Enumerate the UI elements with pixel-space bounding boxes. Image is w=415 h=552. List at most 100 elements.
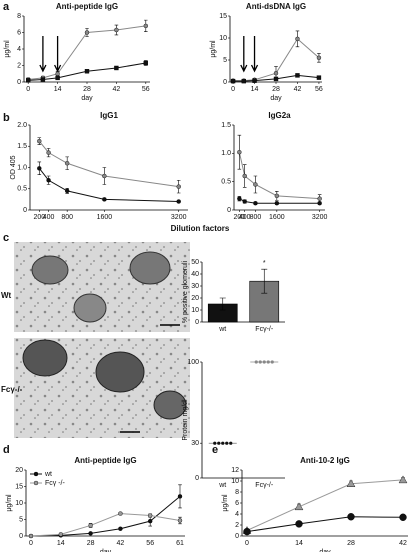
marker: [114, 65, 119, 71]
marker: [317, 196, 322, 201]
glomerulus: [153, 390, 187, 420]
marker: [102, 197, 107, 202]
legend-label: wt: [44, 471, 52, 478]
y-tick-label: 12: [231, 467, 239, 474]
y-tick-label: 2.0: [17, 122, 27, 129]
x-tick-label: 14: [57, 540, 65, 547]
panel-label: e: [212, 444, 218, 456]
x-tick-label: 14: [295, 540, 303, 547]
marker: [274, 193, 280, 199]
x-tick-label: 56: [142, 86, 150, 93]
x-tick-label: 400: [43, 214, 55, 221]
image-label: Wt: [1, 291, 12, 300]
marker: [398, 475, 408, 484]
marker: [26, 78, 31, 83]
y-tick-label: 8: [17, 13, 21, 20]
y-tick-label: 30: [191, 440, 199, 447]
marker: [176, 184, 181, 189]
dot: [229, 441, 233, 445]
y-tick-label: 6: [17, 29, 21, 36]
x-tick-label: 1600: [97, 214, 113, 221]
y-axis-label: μg/ml: [6, 494, 13, 512]
x-tick-label: 200: [234, 214, 246, 221]
marker: [46, 178, 51, 183]
line: [28, 62, 146, 81]
y-tick-label: 0: [195, 319, 199, 326]
marker: [253, 182, 258, 187]
chart-title: Anti-peptide IgG: [74, 456, 136, 465]
x-tick-label: Fcγ-/-: [255, 326, 274, 333]
y-tick-label: 10: [15, 500, 23, 507]
glomerulus: [73, 293, 107, 323]
marker: [55, 75, 60, 81]
dot: [262, 360, 266, 364]
y-tick-label: 20: [15, 467, 23, 474]
marker: [177, 494, 183, 499]
dot: [217, 441, 221, 445]
x-axis-label: day: [81, 95, 93, 102]
marker: [55, 71, 60, 76]
marker: [64, 188, 70, 194]
x-tick-label: 42: [117, 540, 125, 547]
y-tick-label: 4: [235, 511, 239, 518]
glomerulus: [129, 251, 171, 285]
marker: [242, 199, 247, 204]
marker: [253, 200, 258, 206]
x-tick-label: 3200: [312, 214, 328, 221]
x-tick-label: wt: [218, 482, 226, 489]
marker: [316, 75, 322, 80]
image-label: Fcγ-/-: [1, 385, 23, 394]
marker: [176, 199, 181, 204]
marker: [46, 150, 51, 155]
marker: [88, 523, 93, 528]
arrow: [39, 36, 47, 73]
marker: [102, 173, 107, 179]
x-tick-label: 28: [347, 540, 355, 547]
marker: [242, 173, 247, 179]
dot: [254, 360, 258, 364]
chart-title: IgG1: [100, 111, 118, 120]
marker: [37, 138, 42, 144]
glomerulus: [95, 351, 145, 393]
x-tick-label: 800: [61, 214, 73, 221]
line: [30, 513, 181, 537]
dot: [213, 441, 217, 445]
line: [246, 479, 404, 531]
marker: [118, 511, 123, 516]
y-tick-label: 30: [191, 283, 199, 290]
error-bar: [219, 297, 226, 311]
marker: [28, 533, 34, 539]
y-tick-label: 0: [195, 475, 199, 482]
marker: [295, 520, 303, 528]
marker: [317, 200, 322, 206]
y-tick-label: 10: [219, 35, 227, 42]
legend-label: Fcγ -/-: [45, 480, 65, 487]
y-axis-label: μg/ml: [222, 494, 229, 512]
chart-title: IgG2a: [268, 111, 291, 120]
x-axis-label: Dilution factors: [171, 224, 230, 233]
x-tick-label: 0: [245, 540, 249, 547]
y-tick-label: 20: [191, 295, 199, 302]
y-tick-label: 5: [19, 516, 23, 523]
marker: [88, 531, 93, 536]
x-tick-label: 400: [239, 214, 251, 221]
line: [38, 168, 179, 202]
dot: [258, 360, 262, 364]
y-tick-label: 0: [235, 533, 239, 540]
marker: [237, 149, 242, 155]
annotation: *: [263, 260, 266, 267]
marker: [40, 77, 46, 82]
line: [239, 198, 320, 204]
line: [38, 140, 179, 188]
y-tick-label: 15: [15, 483, 23, 490]
legend-marker: [33, 471, 39, 477]
marker: [295, 73, 300, 78]
x-tick-label: 56: [315, 86, 323, 93]
marker: [273, 76, 279, 82]
x-axis-label: day: [319, 549, 331, 552]
x-tick-label: 42: [294, 86, 302, 93]
y-tick-label: 5: [223, 57, 227, 64]
arrow: [240, 36, 248, 73]
marker: [37, 166, 42, 171]
y-axis-label: Protein mg/dl: [182, 399, 189, 441]
